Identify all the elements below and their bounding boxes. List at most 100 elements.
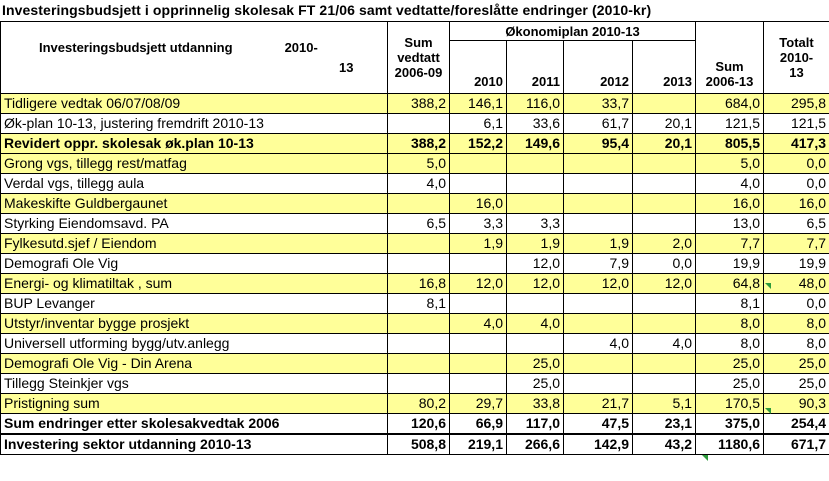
row-value-cell[interactable]: 0,0 [763, 153, 829, 174]
row-value-cell[interactable]: 2,0 [631, 233, 697, 254]
row-value-cell[interactable] [387, 113, 450, 134]
row-value-cell[interactable] [387, 373, 450, 394]
row-label[interactable]: Demografi Ole Vig [0, 253, 388, 274]
row-value-cell[interactable]: 61,7 [563, 113, 633, 134]
row-value-cell[interactable]: 4,0 [563, 333, 633, 354]
row-value-cell[interactable]: 25,0 [695, 373, 765, 394]
row-value-cell[interactable]: 3,3 [449, 213, 507, 234]
row-value-cell[interactable] [387, 313, 450, 334]
row-value-cell[interactable]: 4,0 [387, 173, 450, 194]
row-value-cell[interactable]: 146,1 [449, 93, 507, 114]
row-value-cell[interactable]: 95,4 [563, 133, 633, 154]
row-value-cell[interactable] [506, 293, 564, 314]
row-value-cell[interactable] [563, 193, 633, 214]
row-value-cell[interactable]: 266,6 [506, 433, 564, 455]
row-value-cell[interactable]: 0,0 [763, 173, 829, 194]
row-label[interactable]: Investering sektor utdanning 2010-13 [0, 433, 388, 455]
row-label[interactable]: Pristigning sum [0, 393, 388, 414]
row-value-cell[interactable] [631, 313, 697, 334]
row-value-cell[interactable]: 116,0 [506, 93, 564, 114]
row-value-cell[interactable]: 671,7 [763, 433, 829, 455]
row-value-cell[interactable]: 12,0 [563, 273, 633, 294]
row-value-cell[interactable] [506, 333, 564, 354]
row-value-cell[interactable] [387, 333, 450, 354]
row-value-cell[interactable]: 19,9 [695, 253, 765, 274]
row-value-cell[interactable]: 20,1 [631, 113, 697, 134]
row-value-cell[interactable]: 16,0 [763, 193, 829, 214]
row-value-cell[interactable]: 64,8 [695, 273, 765, 294]
row-value-cell[interactable] [449, 173, 507, 194]
row-value-cell[interactable] [563, 373, 633, 394]
row-value-cell[interactable]: 19,9 [763, 253, 829, 274]
row-value-cell[interactable]: 25,0 [763, 373, 829, 394]
row-value-cell[interactable]: 5,0 [695, 153, 765, 174]
row-value-cell[interactable]: 6,5 [387, 213, 450, 234]
row-value-cell[interactable]: 8,0 [763, 313, 829, 334]
row-value-cell[interactable]: 12,0 [449, 273, 507, 294]
row-value-cell[interactable]: 12,0 [506, 273, 564, 294]
row-value-cell[interactable] [449, 333, 507, 354]
row-value-cell[interactable]: 417,3 [763, 133, 829, 154]
row-value-cell[interactable]: 7,9 [563, 253, 633, 274]
row-label[interactable]: BUP Levanger [0, 293, 388, 314]
row-value-cell[interactable]: 13,0 [695, 213, 765, 234]
row-value-cell[interactable]: 684,0 [695, 93, 765, 114]
row-value-cell[interactable]: 25,0 [506, 373, 564, 394]
row-value-cell[interactable] [631, 173, 697, 194]
row-label[interactable]: Styrking Eiendomsavd. PA [0, 213, 388, 234]
row-value-cell[interactable] [631, 213, 697, 234]
row-value-cell[interactable]: 16,0 [695, 193, 765, 214]
row-value-cell[interactable]: 90,3 [763, 393, 829, 414]
row-label[interactable]: Energi- og klimatiltak , sum [0, 273, 388, 294]
row-label[interactable]: Grong vgs, tillegg rest/matfag [0, 153, 388, 174]
row-value-cell[interactable]: 33,6 [506, 113, 564, 134]
row-value-cell[interactable]: 5,1 [631, 393, 697, 414]
row-value-cell[interactable]: 3,3 [506, 213, 564, 234]
row-value-cell[interactable]: 120,6 [387, 413, 450, 435]
row-value-cell[interactable]: 5,0 [387, 153, 450, 174]
row-value-cell[interactable]: 8,0 [695, 313, 765, 334]
row-value-cell[interactable]: 80,2 [387, 393, 450, 414]
row-label[interactable]: Sum endringer etter skolesakvedtak 2006 [0, 413, 388, 435]
row-label[interactable]: Øk-plan 10-13, justering fremdrift 2010-… [0, 113, 388, 134]
row-value-cell[interactable]: 43,2 [631, 433, 697, 455]
row-label[interactable]: Demografi Ole Vig - Din Arena [0, 353, 388, 374]
row-value-cell[interactable] [449, 253, 507, 274]
row-value-cell[interactable]: 8,0 [763, 333, 829, 354]
row-value-cell[interactable]: 7,7 [763, 233, 829, 254]
row-value-cell[interactable]: 29,7 [449, 393, 507, 414]
row-value-cell[interactable]: 12,0 [631, 273, 697, 294]
row-value-cell[interactable] [449, 353, 507, 374]
row-value-cell[interactable]: 388,2 [387, 133, 450, 154]
row-label[interactable]: Tillegg Steinkjer vgs [0, 373, 388, 394]
row-value-cell[interactable]: 1,9 [506, 233, 564, 254]
row-value-cell[interactable] [449, 153, 507, 174]
row-value-cell[interactable]: 47,5 [563, 413, 633, 435]
row-value-cell[interactable]: 25,0 [763, 353, 829, 374]
row-value-cell[interactable]: 33,7 [563, 93, 633, 114]
row-value-cell[interactable]: 25,0 [695, 353, 765, 374]
row-value-cell[interactable]: 6,1 [449, 113, 507, 134]
row-value-cell[interactable]: 121,5 [695, 113, 765, 134]
row-value-cell[interactable]: 16,0 [449, 193, 507, 214]
row-value-cell[interactable]: 219,1 [449, 433, 507, 455]
row-label[interactable]: Utstyr/inventar bygge prosjekt [0, 313, 388, 334]
row-label[interactable]: Revidert oppr. skolesak øk.plan 10-13 [0, 133, 388, 154]
row-value-cell[interactable]: 48,0 [763, 273, 829, 294]
row-value-cell[interactable]: 66,9 [449, 413, 507, 435]
row-value-cell[interactable]: 152,2 [449, 133, 507, 154]
row-value-cell[interactable]: 8,0 [695, 333, 765, 354]
row-value-cell[interactable] [631, 373, 697, 394]
row-value-cell[interactable]: 170,5 [695, 393, 765, 414]
row-value-cell[interactable] [563, 353, 633, 374]
row-value-cell[interactable] [506, 193, 564, 214]
row-value-cell[interactable]: 8,1 [387, 293, 450, 314]
row-value-cell[interactable] [631, 93, 697, 114]
row-value-cell[interactable]: 1,9 [449, 233, 507, 254]
row-value-cell[interactable]: 4,0 [631, 333, 697, 354]
row-value-cell[interactable]: 4,0 [695, 173, 765, 194]
row-value-cell[interactable] [387, 233, 450, 254]
row-value-cell[interactable]: 0,0 [763, 293, 829, 314]
row-value-cell[interactable]: 375,0 [695, 413, 765, 435]
row-value-cell[interactable]: 21,7 [563, 393, 633, 414]
